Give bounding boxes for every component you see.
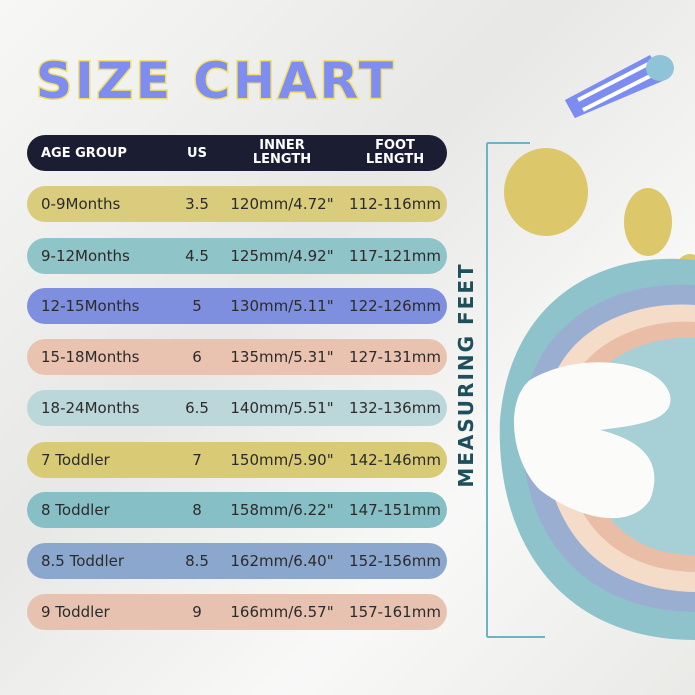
toe-circles <box>504 148 695 306</box>
us-size-cell: 4.5 <box>185 247 209 265</box>
foot-length-cell: 122-126mm <box>349 297 441 315</box>
foot-length-cell: 132-136mm <box>349 399 441 417</box>
foot-length-cell: 147-151mm <box>349 501 441 519</box>
inner-length-cell: 158mm/6.22" <box>230 501 334 519</box>
table-row: 9 Toddler 9 166mm/6.57" 157-161mm <box>27 594 447 630</box>
us-size-cell: 8.5 <box>185 552 209 570</box>
us-size-cell: 6.5 <box>185 399 209 417</box>
us-size-cell: 9 <box>192 603 202 621</box>
age-cell: 8.5 Toddler <box>41 552 125 570</box>
inner-length-cell: 135mm/5.31" <box>230 348 334 366</box>
table-row: 8 Toddler 8 158mm/6.22" 147-151mm <box>27 492 447 528</box>
table-row: 0-9Months 3.5 120mm/4.72" 112-116mm <box>27 186 447 222</box>
header-foot-line2: LENGTH <box>365 152 425 167</box>
table-row: 18-24Months 6.5 140mm/5.51" 132-136mm <box>27 390 447 426</box>
header-inner-line1: INNER <box>259 138 305 153</box>
age-cell: 15-18Months <box>41 348 140 366</box>
us-size-cell: 7 <box>192 451 202 469</box>
age-cell: 7 Toddler <box>41 451 110 469</box>
age-cell: 9-12Months <box>41 247 130 265</box>
inner-length-cell: 166mm/6.57" <box>230 603 334 621</box>
header-age-group: AGE GROUP <box>41 145 127 161</box>
age-cell: 18-24Months <box>41 399 140 417</box>
table-row: 12-15Months 5 130mm/5.11" 122-126mm <box>27 288 447 324</box>
table-row: 15-18Months 6 135mm/5.31" 127-131mm <box>27 339 447 375</box>
measuring-feet-label: MEASURING FEET <box>454 262 478 488</box>
us-size-cell: 8 <box>192 501 202 519</box>
inner-length-cell: 130mm/5.11" <box>230 297 334 315</box>
us-size-cell: 5 <box>192 297 202 315</box>
header-us: US <box>187 145 207 161</box>
header-inner-line2: LENGTH <box>252 152 312 167</box>
inner-length-cell: 162mm/6.40" <box>230 552 334 570</box>
foot-sole <box>499 258 695 640</box>
header-foot-length: FOOT LENGTH <box>345 139 445 167</box>
foot-length-cell: 142-146mm <box>349 451 441 469</box>
foot-length-cell: 157-161mm <box>349 603 441 621</box>
header-foot-line1: FOOT <box>375 138 415 153</box>
pencil-icon <box>565 55 674 118</box>
us-size-cell: 3.5 <box>185 195 209 213</box>
page-title: SIZE CHART <box>34 51 397 112</box>
table-row: 9-12Months 4.5 125mm/4.92" 117-121mm <box>27 238 447 274</box>
age-cell: 12-15Months <box>41 297 140 315</box>
inner-length-cell: 125mm/4.92" <box>230 247 334 265</box>
foot-length-cell: 127-131mm <box>349 348 441 366</box>
inner-length-cell: 150mm/5.90" <box>230 451 334 469</box>
ruler-bracket <box>486 142 545 638</box>
us-size-cell: 6 <box>192 348 202 366</box>
table-header: AGE GROUP US INNER LENGTH FOOT LENGTH <box>27 135 447 171</box>
inner-length-cell: 140mm/5.51" <box>230 399 334 417</box>
table-row: 7 Toddler 7 150mm/5.90" 142-146mm <box>27 442 447 478</box>
table-row: 8.5 Toddler 8.5 162mm/6.40" 152-156mm <box>27 543 447 579</box>
inner-length-cell: 120mm/4.72" <box>230 195 334 213</box>
age-cell: 8 Toddler <box>41 501 110 519</box>
age-cell: 9 Toddler <box>41 603 110 621</box>
foot-length-cell: 117-121mm <box>349 247 441 265</box>
header-inner-length: INNER LENGTH <box>217 139 347 167</box>
age-cell: 0-9Months <box>41 195 121 213</box>
foot-length-cell: 152-156mm <box>349 552 441 570</box>
foot-length-cell: 112-116mm <box>349 195 441 213</box>
